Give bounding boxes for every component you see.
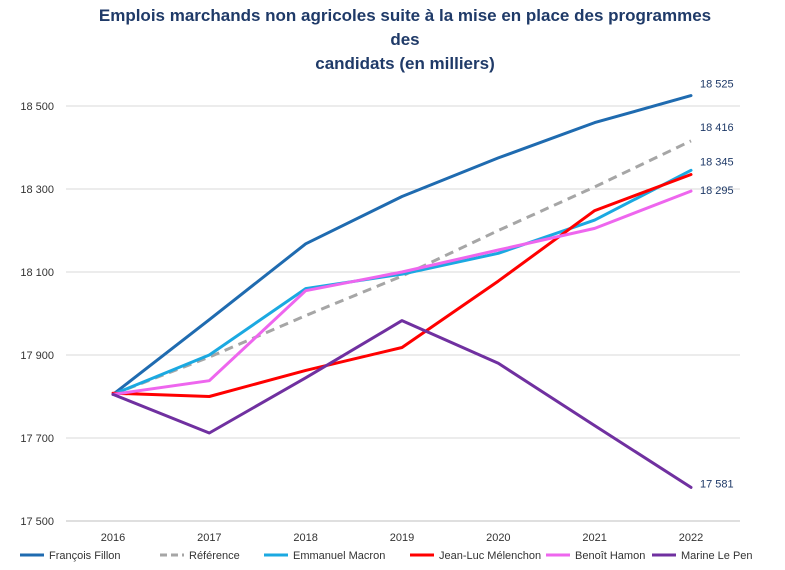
legend-label: François Fillon — [49, 550, 121, 562]
x-tick-label: 2020 — [486, 532, 510, 544]
end-value-label: 17 581 — [700, 478, 734, 490]
end-value-label: 18 295 — [700, 185, 734, 197]
series-line-2 — [112, 139, 692, 396]
x-axis: 2016 2017 2018 2019 2020 2021 2022 — [101, 532, 703, 544]
end-value-label: 18 345 — [700, 156, 734, 168]
chart-title-line-2: candidats (en milliers) — [315, 54, 495, 73]
series-line-5 — [111, 189, 693, 396]
y-tick-label: 18 300 — [20, 184, 54, 196]
chart-title-line-1: Emplois marchands non agricoles suite à … — [98, 6, 712, 49]
x-tick-label: 2019 — [390, 532, 414, 544]
legend-label: Marine Le Pen — [681, 550, 753, 562]
y-axis: 17 500 17 700 17 900 18 100 18 300 18 500 — [20, 101, 54, 528]
end-value-label: 18 416 — [700, 122, 734, 134]
y-tick-label: 17 700 — [20, 433, 54, 445]
legend-label: Emmanuel Macron — [293, 550, 385, 562]
x-tick-label: 2017 — [197, 532, 221, 544]
y-tick-label: 18 500 — [20, 101, 54, 113]
legend: François Fillon Référence Emmanuel Macron J… — [20, 550, 753, 562]
series-line-6 — [111, 319, 693, 489]
chart-title: Emplois marchands non agricoles suite à … — [90, 4, 720, 76]
y-tick-label: 17 900 — [20, 350, 54, 362]
series-line-3 — [111, 168, 693, 396]
end-labels: 18 525 18 416 18 345 18 295 17 581 — [700, 79, 734, 491]
series-line-4 — [111, 173, 693, 398]
x-tick-label: 2016 — [101, 532, 125, 544]
series-lines — [111, 94, 693, 489]
y-tick-label: 18 100 — [20, 267, 54, 279]
x-tick-label: 2022 — [679, 532, 703, 544]
legend-label: Benoît Hamon — [575, 550, 645, 562]
series-line-1 — [111, 94, 693, 396]
x-tick-label: 2018 — [293, 532, 317, 544]
y-tick-label: 17 500 — [20, 516, 54, 528]
grid — [66, 105, 740, 522]
end-value-label: 18 525 — [700, 79, 734, 91]
legend-label: Référence — [189, 550, 240, 562]
x-tick-label: 2021 — [582, 532, 606, 544]
legend-label: Jean-Luc Mélenchon — [439, 550, 541, 562]
